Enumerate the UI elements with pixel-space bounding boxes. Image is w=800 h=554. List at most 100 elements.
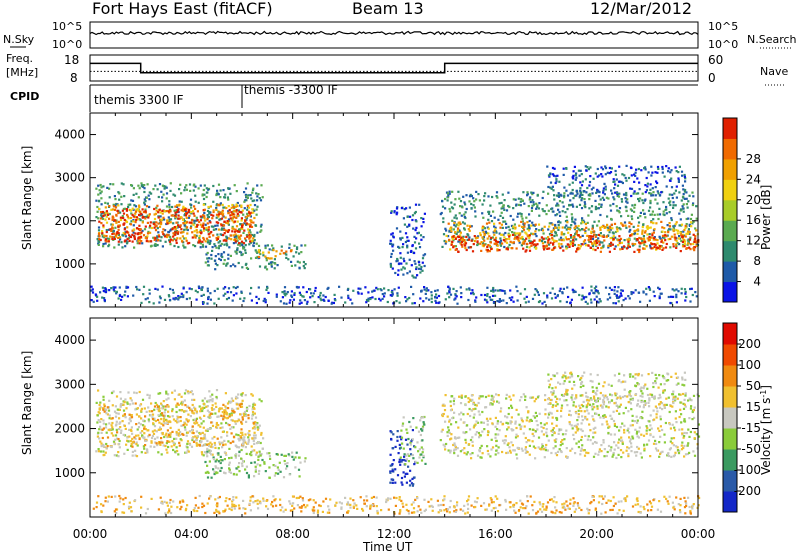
cell-power-7: [482, 245, 485, 248]
cell-power-7: [656, 239, 659, 242]
cell-power-0: [183, 228, 186, 231]
cell-power-8: [486, 250, 489, 253]
cell-velocity-3: [396, 439, 399, 442]
cell-power-7: [603, 226, 606, 229]
cell-power-2: [161, 209, 164, 212]
cell-power-10: [684, 299, 687, 302]
cell-power-7: [672, 228, 675, 231]
cell-power-10: [227, 296, 230, 300]
cell-power-10: [519, 292, 522, 295]
cell-power-3: [207, 257, 211, 260]
cell-power-2: [154, 229, 158, 232]
cell-power-3: [206, 251, 209, 255]
cell-power-6: [477, 193, 480, 196]
cell-power-1: [171, 214, 175, 217]
cell-velocity-1: [252, 422, 255, 425]
cell-power-5: [398, 262, 401, 265]
cell-power-10: [110, 287, 113, 290]
cell-power-10: [213, 289, 216, 293]
cell-power-6: [474, 210, 477, 213]
cell-velocity-5: [558, 429, 561, 432]
cell-power-1: [240, 204, 243, 207]
cell-power-6: [461, 206, 464, 209]
cell-power-0: [227, 210, 230, 213]
cell-power-10: [311, 295, 314, 298]
cell-power-0: [148, 191, 151, 194]
cell-velocity-0: [206, 439, 209, 442]
cell-power-9: [618, 180, 621, 183]
cell-power-6: [574, 232, 577, 235]
cell-power-8: [542, 246, 545, 250]
cell-power-6: [554, 214, 557, 217]
cell-power-6: [637, 192, 640, 195]
cell-power-2: [248, 233, 251, 237]
cell-velocity-5: [515, 408, 518, 411]
cell-power-0: [121, 215, 124, 218]
cell-power-6: [580, 199, 583, 202]
cell-power-10: [293, 293, 296, 296]
cell-velocity-0: [206, 400, 209, 403]
cell-power-6: [441, 200, 444, 203]
cell-power-6: [454, 198, 457, 201]
cell-power-10: [578, 293, 581, 297]
cell-velocity-2: [238, 462, 241, 465]
cell-power-0: [114, 202, 118, 206]
cell-power-6: [449, 210, 452, 213]
cell-power-5: [390, 210, 393, 213]
cell-power-10: [333, 293, 336, 296]
cell-velocity-5: [560, 428, 563, 431]
cell-velocity-1: [130, 443, 133, 446]
cell-power-1: [217, 236, 220, 239]
cell-power-10: [173, 298, 176, 301]
cell-power-4: [289, 250, 293, 253]
cell-power-7: [534, 223, 537, 226]
freq-right-tick-top: 60: [708, 53, 723, 67]
cell-power-7: [584, 222, 587, 226]
cell-velocity-0: [175, 433, 178, 436]
cell-velocity-5: [489, 417, 492, 420]
cell-power-6: [448, 192, 451, 195]
cell-power-2: [166, 233, 169, 236]
cell-power-0: [209, 239, 212, 242]
cell-velocity-1: [164, 434, 167, 437]
cell-velocity-0: [156, 407, 159, 410]
cell-power-3: [223, 243, 226, 246]
cell-power-1: [222, 224, 226, 227]
cell-power-10: [209, 298, 212, 301]
cell-power-6: [632, 225, 635, 228]
cell-velocity-3: [389, 464, 392, 467]
cell-power-7: [456, 229, 459, 232]
cell-power-7: [494, 228, 497, 231]
cell-velocity-0: [240, 394, 244, 397]
cell-power-7: [527, 229, 530, 232]
cell-power-2: [149, 221, 152, 224]
cell-power-2: [178, 217, 181, 220]
cell-velocity-5: [597, 397, 600, 400]
cell-power-1: [236, 214, 239, 217]
cell-power-3: [222, 251, 226, 254]
cell-power-8: [540, 236, 543, 239]
cell-power-6: [574, 222, 577, 225]
cell-power-2: [141, 208, 144, 211]
cell-power-6: [576, 226, 579, 229]
cell-power-10: [240, 290, 243, 293]
cell-power-6: [545, 204, 548, 207]
cell-velocity-5: [588, 423, 591, 426]
cell-power-7: [646, 233, 649, 236]
cell-power-2: [101, 232, 104, 235]
cell-power-0: [197, 187, 200, 190]
cell-power-10: [624, 297, 627, 300]
cell-power-10: [595, 285, 598, 288]
cell-velocity-0: [173, 437, 176, 440]
cell-power-7: [599, 234, 602, 237]
cell-power-0: [219, 196, 222, 199]
cell-power-0: [203, 212, 206, 215]
cell-velocity-2: [215, 466, 218, 469]
cell-power-9: [581, 180, 584, 183]
cell-velocity-0: [195, 438, 198, 442]
cell-velocity-1: [223, 409, 226, 412]
cell-velocity-1: [202, 426, 205, 429]
cell-power-10: [154, 287, 157, 290]
cell-velocity-5: [583, 410, 586, 413]
cell-power-7: [543, 225, 546, 228]
